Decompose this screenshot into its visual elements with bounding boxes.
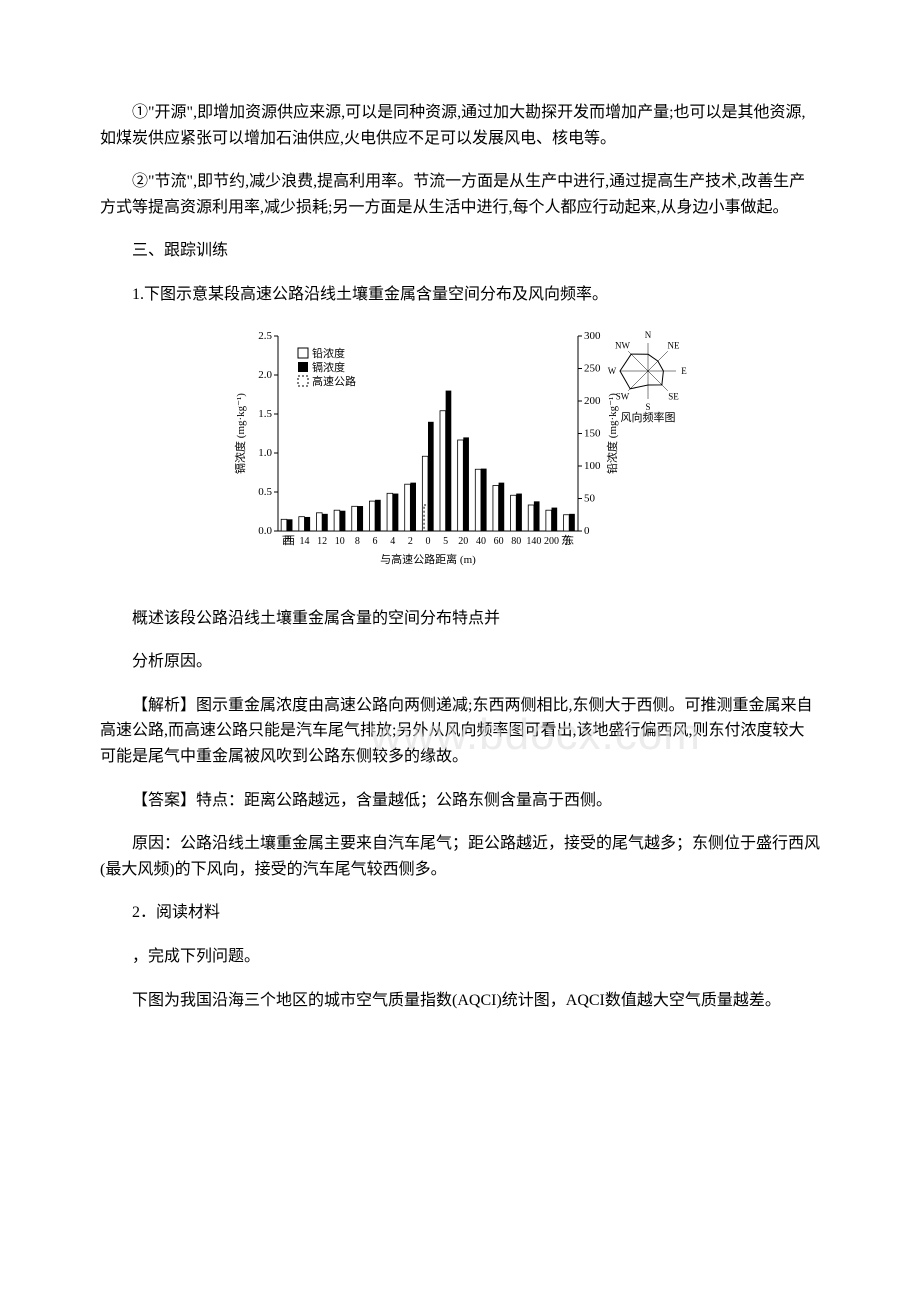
question-1-task-line-a: 概述该段公路沿线土壤重金属含量的空间分布特点并 [100,606,500,632]
svg-text:0.0: 0.0 [258,525,272,537]
svg-text:40: 40 [476,536,486,547]
svg-text:6: 6 [373,536,378,547]
svg-text:1.5: 1.5 [258,408,272,420]
svg-text:10: 10 [335,536,345,547]
svg-text:高速公路: 高速公路 [312,374,356,388]
svg-text:250: 250 [584,362,601,374]
svg-text:50: 50 [584,492,596,504]
svg-text:300: 300 [584,330,601,342]
question-1-stem: 1.下图示意某段高速公路沿线土壤重金属含量空间分布及风向频率。 [100,282,820,308]
svg-text:S: S [645,402,650,412]
svg-text:8: 8 [355,536,360,547]
svg-text:12: 12 [317,536,327,547]
svg-text:SE: SE [668,391,679,401]
question-1-answer-reasons: 原因：公路沿线土壤重金属主要来自汽车尾气；距公路越近，接受的尾气越多；东侧位于盛… [100,831,820,882]
svg-text:1.0: 1.0 [258,447,272,459]
question-2-stem-c: 下图为我国沿海三个地区的城市空气质量指数(AQCI)统计图，AQCI数值越大空气… [100,988,820,1014]
svg-text:2.5: 2.5 [258,330,272,342]
svg-text:200: 200 [584,395,601,407]
svg-text:2: 2 [408,536,413,547]
svg-text:NE: NE [667,340,679,350]
svg-text:西: 西 [284,535,295,547]
svg-text:东: 东 [561,534,572,547]
paragraph-kaiyuan: ①"开源",即增加资源供应来源,可以是同种资源,通过加大勘探开发而增加产量;也可… [100,100,820,151]
question-2-stem-a: 2．阅读材料 [100,900,820,926]
svg-text:W: W [608,366,617,376]
svg-text:150: 150 [584,427,601,439]
question-1-answer-features: 【答案】特点：距离公路越远，含量越低；公路东侧含量高于西侧。 [100,788,820,814]
svg-text:铅浓度: 铅浓度 [312,346,345,360]
svg-text:铅浓度 (mg·kg⁻¹): 铅浓度 (mg·kg⁻¹) [605,392,619,473]
svg-text:60: 60 [494,536,504,547]
question-2-stem-b: ，完成下列问题。 [100,944,820,970]
svg-text:镉浓度 (mg·kg⁻¹): 镉浓度 (mg·kg⁻¹) [233,392,247,473]
svg-text:140: 140 [526,536,541,547]
heading-tracking-exercises: 三、跟踪训练 [100,238,820,264]
svg-text:N: N [645,330,652,340]
svg-text:E: E [681,366,687,376]
paragraph-jieliu: ②"节流",即节约,减少浪费,提高利用率。节流一方面是从生产中进行,通过提高生产… [100,169,820,220]
svg-text:SW: SW [616,391,630,401]
svg-text:0: 0 [426,536,431,547]
svg-text:与高速公路距离 (m): 与高速公路距离 (m) [380,552,476,566]
svg-text:20: 20 [458,536,468,547]
svg-text:0.5: 0.5 [258,486,272,498]
svg-text:200: 200 [544,536,559,547]
question-1-task-line-b: 分析原因。 [100,649,820,675]
svg-text:2.0: 2.0 [258,369,272,381]
svg-text:风向频率图: 风向频率图 [621,410,676,424]
svg-text:5: 5 [443,536,448,547]
svg-text:4: 4 [390,536,395,547]
svg-text:14: 14 [299,536,309,547]
question-1-analysis: 【解析】图示重金属浓度由高速公路向两侧递减;东西两侧相比,东侧大于西侧。可推测重… [100,693,820,770]
svg-text:镉浓度: 镉浓度 [312,360,345,374]
bar-chart-heavy-metal: 0.00.51.01.52.02.5050100150200250300镉浓度 … [230,326,690,586]
svg-text:100: 100 [584,460,601,472]
svg-text:0: 0 [584,525,590,537]
svg-text:80: 80 [511,536,521,547]
svg-text:NW: NW [615,340,630,350]
